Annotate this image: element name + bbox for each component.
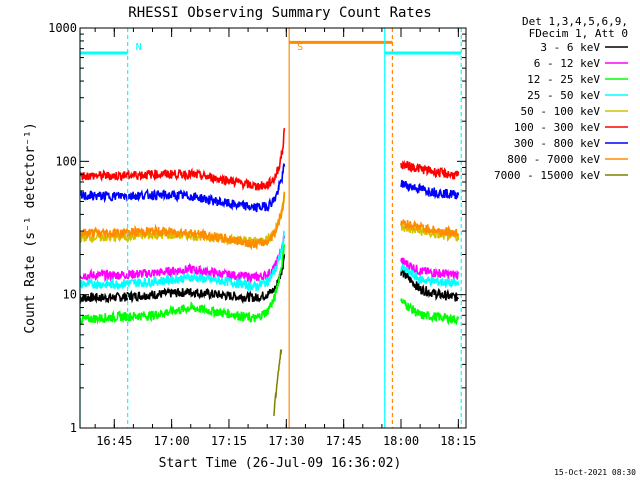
y-axis-label: Count Rate (s⁻¹ detector⁻¹): [23, 122, 38, 333]
legend-label-3: 12 - 25 keV: [527, 73, 600, 86]
x-tick-label: 17:15: [211, 434, 247, 448]
legend-label-7: 300 - 800 keV: [514, 137, 600, 150]
axis-layer: 1 10 100 1000 16:45 17:00 17:15 17:30 17:45 18:00…: [48, 21, 476, 448]
legend-header-line: FDecim 1, Att 0: [529, 27, 628, 40]
x-tick-label: 17:00: [154, 434, 190, 448]
x-tick-label: 17:30: [268, 434, 304, 448]
series-line-8: [80, 191, 460, 251]
y-tick-label: 1: [70, 421, 77, 435]
series-line-1: [80, 254, 460, 305]
legend-label-8: 800 - 7000 keV: [507, 153, 600, 166]
y-tick-label: 1000: [48, 21, 77, 35]
x-tick-label: 18:00: [383, 434, 419, 448]
series-line-7: [80, 163, 460, 213]
footer-timestamp: 15-Oct-2021 08:30: [554, 468, 636, 477]
legend-label-1: 3 - 6 keV: [540, 41, 600, 54]
legend-label-6: 100 - 300 keV: [514, 121, 600, 134]
x-tick-label: 18:15: [440, 434, 476, 448]
data-layer: [80, 127, 460, 416]
y-tick-label: 10: [63, 288, 77, 302]
x-tick-label: 16:45: [96, 434, 132, 448]
series-line-4: [80, 230, 460, 293]
legend-label-9: 7000 - 15000 keV: [494, 169, 600, 182]
legend: Det 1,3,4,5,6,9,FDecim 1, Att 03 - 6 keV…: [494, 15, 628, 182]
chart-title: RHESSI Observing Summary Count Rates: [128, 5, 431, 21]
legend-label-5: 50 - 100 keV: [521, 105, 601, 118]
series-line-3: [80, 244, 460, 326]
x-tick-label: 17:45: [326, 434, 362, 448]
legend-label-4: 25 - 50 keV: [527, 89, 600, 102]
x-axis-label: Start Time (26-Jul-09 16:36:02): [159, 456, 402, 471]
legend-header-line: Det 1,3,4,5,6,9,: [522, 15, 628, 28]
series-line-6: [80, 127, 460, 191]
plot-frame: [79, 27, 467, 429]
marker-label-n: N: [136, 42, 142, 53]
marker-label-s: S: [297, 42, 303, 53]
series-line-9: [273, 349, 283, 416]
legend-label-2: 6 - 12 keV: [534, 57, 601, 70]
y-tick-label: 100: [55, 154, 77, 168]
